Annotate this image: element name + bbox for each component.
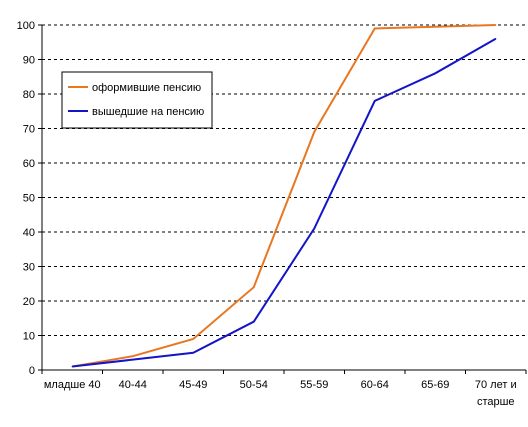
data-point <box>253 321 255 323</box>
y-tick-label: 20 <box>23 296 35 308</box>
data-point <box>313 131 315 133</box>
x-tick-label: младше 40 <box>44 379 101 391</box>
y-tick-label: 0 <box>29 365 35 377</box>
data-point <box>495 38 497 40</box>
y-tick-label: 70 <box>23 124 35 136</box>
data-point <box>374 100 376 102</box>
x-tick-label: 65-69 <box>421 379 449 391</box>
y-tick-label: 80 <box>23 89 35 101</box>
series-lines <box>71 24 497 368</box>
data-point <box>132 359 134 361</box>
y-tick-label: 60 <box>23 158 35 170</box>
y-tick-labels: 0 10 20 30 40 50 60 70 80 90 100 <box>17 20 42 377</box>
x-tick-labels: младше 40 40-44 45-49 50-54 55-59 60-64 65-69 7… <box>41 370 527 408</box>
x-tick-label: 50-54 <box>240 379 268 391</box>
series-line-2 <box>72 37 497 368</box>
x-tick-label: 45-49 <box>179 379 207 391</box>
x-tick-label: 55-59 <box>300 379 328 391</box>
data-point <box>434 72 436 74</box>
legend-box <box>61 71 213 129</box>
data-point <box>192 338 194 340</box>
x-tick-label: 60-64 <box>361 379 389 391</box>
legend: оформившие пенсию вышедшие на пенсию <box>61 71 213 129</box>
y-tick-label: 100 <box>17 20 35 32</box>
data-point <box>71 365 73 368</box>
x-tick-label: 70 лет и старше <box>475 379 517 408</box>
y-tick-label: 40 <box>23 227 35 239</box>
data-point <box>374 27 376 30</box>
data-point <box>253 286 255 288</box>
data-point <box>495 24 497 26</box>
legend-label-2: вышедшие на пенсию <box>92 106 204 118</box>
data-point <box>434 26 436 28</box>
legend-label-1: оформившие пенсию <box>92 82 201 94</box>
y-tick-label: 30 <box>23 262 35 274</box>
y-tick-label: 10 <box>23 331 35 343</box>
x-tick-label: 40-44 <box>119 379 147 391</box>
series-line-1 <box>72 24 496 368</box>
data-point <box>132 355 134 357</box>
data-point <box>192 352 194 354</box>
y-tick-label: 50 <box>23 193 35 205</box>
y-tick-label: 90 <box>23 55 35 67</box>
data-point <box>313 227 315 230</box>
